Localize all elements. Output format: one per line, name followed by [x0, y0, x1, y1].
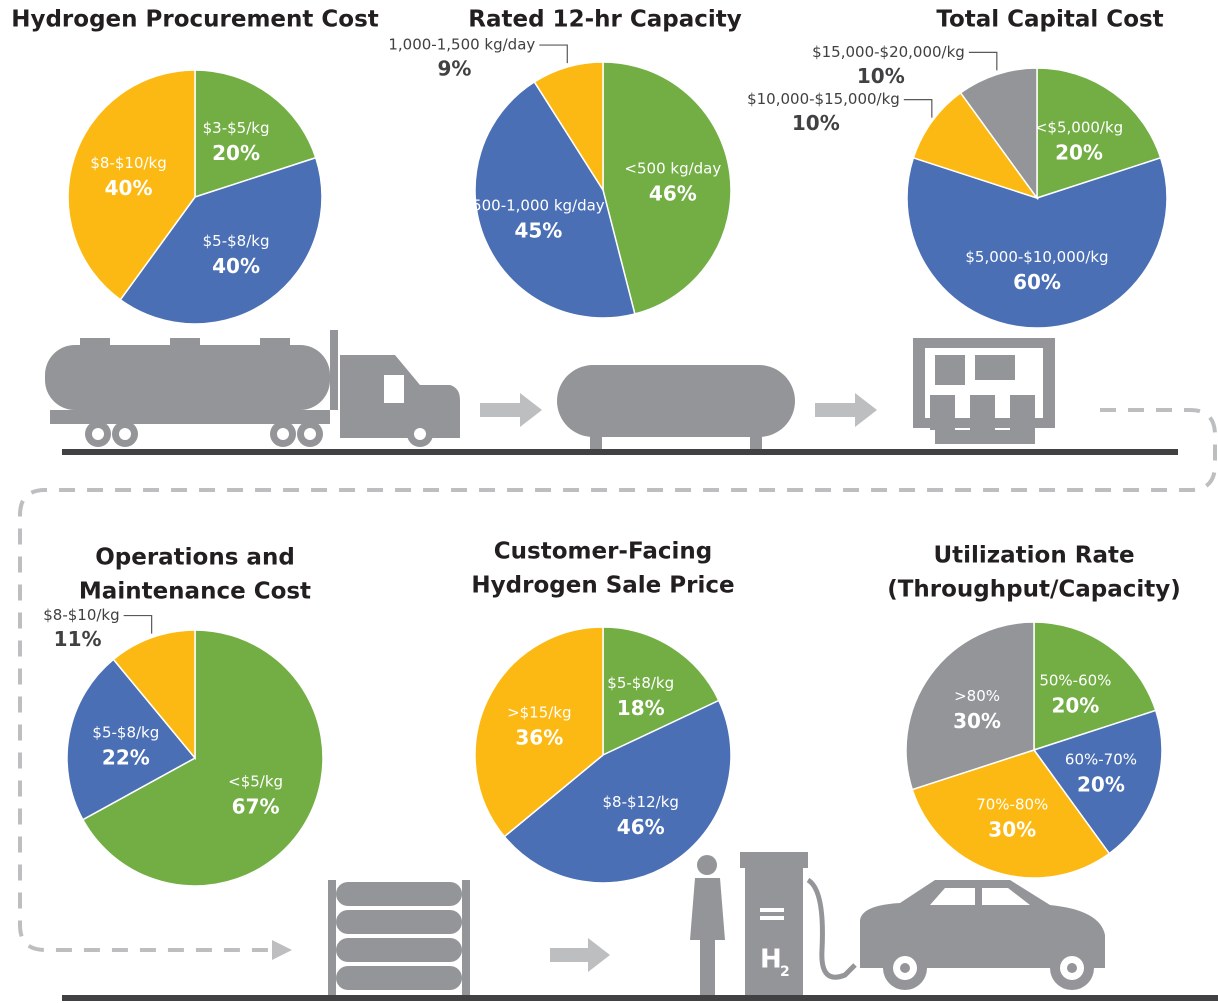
slice-label: $8-$10/kg: [43, 606, 119, 624]
chart-title: Rated 12-hr Capacity: [468, 7, 741, 33]
chart-title: Utilization Rate: [933, 543, 1134, 569]
slice-value: 60%: [1013, 270, 1061, 294]
pie-slice: [906, 156, 1168, 329]
slice-label: 50%-60%: [1039, 672, 1111, 690]
storage-tank: [557, 365, 795, 449]
slice-label: >80%: [954, 687, 1000, 705]
slice-value: 20%: [1077, 772, 1125, 796]
car: [860, 880, 1105, 990]
slice-label: 70%-80%: [976, 795, 1048, 813]
slice-label: <$5/kg: [228, 772, 283, 790]
slice-value: 11%: [54, 627, 102, 651]
compressor: [913, 338, 1055, 444]
person: [690, 855, 725, 995]
slice-value: 10%: [857, 64, 905, 88]
chart-title: Total Capital Cost: [936, 7, 1163, 33]
pie-slice: [194, 69, 317, 199]
slice-label: $3-$5/kg: [203, 119, 270, 137]
pie-slice: [474, 80, 636, 319]
slice-value: 40%: [105, 176, 153, 200]
slice-label: $5,000-$10,000/kg: [965, 248, 1108, 266]
pie-slice: [474, 626, 604, 838]
slice-label: 60%-70%: [1065, 750, 1137, 768]
slice-value: 67%: [232, 794, 280, 818]
slice-value: 10%: [792, 111, 840, 135]
arrow: [480, 393, 542, 427]
pie-slice: [911, 749, 1111, 879]
cylinder-rack: [328, 880, 470, 995]
pie-slice: [533, 61, 604, 193]
pie-slice: [905, 621, 1035, 791]
slice-value: 30%: [953, 709, 1001, 733]
pie-slice: [67, 69, 196, 301]
slice-label: $5-$8/kg: [607, 674, 674, 692]
pie-slice: [503, 699, 732, 884]
chart-title: (Throughput/Capacity): [887, 577, 1181, 603]
slice-label: $8-$12/kg: [603, 793, 679, 811]
slice-value: 46%: [617, 815, 665, 839]
slice-label: $5-$8/kg: [92, 723, 159, 741]
slice-value: 20%: [1055, 141, 1103, 165]
slice-label: $5-$8/kg: [203, 232, 270, 250]
road: [62, 449, 1178, 455]
slice-value: 36%: [515, 726, 563, 750]
chart-title: Hydrogen Sale Price: [471, 573, 734, 599]
leader-line: [123, 614, 153, 634]
slice-value: 20%: [212, 141, 260, 165]
chart-title: Customer-Facing: [494, 539, 712, 565]
leader-line: [903, 98, 933, 118]
slice-label: <$5,000/kg: [1035, 119, 1123, 137]
slice-value: 22%: [102, 745, 150, 769]
arrowhead: [272, 940, 292, 960]
pie-slice: [1032, 709, 1163, 855]
pie-slice: [959, 67, 1038, 201]
slice-value: 40%: [212, 254, 260, 278]
leader-line: [539, 44, 568, 64]
slice-value: 18%: [617, 696, 665, 720]
pie-slice: [1033, 621, 1157, 752]
slice-label: $8-$10/kg: [90, 154, 166, 172]
slice-label: <500 kg/day: [624, 160, 721, 178]
slice-label: 500-1,000 kg/day: [472, 196, 605, 214]
slice-value: 20%: [1051, 694, 1099, 718]
pie-slice: [81, 629, 324, 887]
truck: [45, 330, 460, 447]
chart-title: Maintenance Cost: [79, 579, 311, 605]
slice-label: $15,000-$20,000/kg: [812, 43, 965, 61]
slice-value: 45%: [514, 218, 562, 242]
leader-line: [968, 51, 998, 71]
slice-value: 9%: [437, 57, 471, 81]
illustrations: H 2: [18, 330, 1218, 1001]
arrow: [815, 393, 877, 427]
pie-slice: [602, 61, 732, 315]
arrow: [550, 938, 610, 972]
pump: [740, 852, 857, 995]
slice-value: 30%: [988, 817, 1036, 841]
pie-slice: [912, 91, 1039, 200]
pump-subscript: 2: [780, 964, 790, 980]
slice-label: >$15/kg: [507, 704, 571, 722]
pie-slice: [66, 658, 197, 821]
pie-slice: [1036, 67, 1162, 200]
pie-slice: [119, 156, 323, 325]
slice-value: 46%: [649, 182, 697, 206]
dashed-path: [18, 408, 1217, 952]
pie-slice: [112, 629, 196, 761]
chart-title: Hydrogen Procurement Cost: [11, 7, 379, 33]
pie-slice: [602, 626, 720, 757]
chart-title: Operations and: [95, 545, 295, 571]
pump-label: H: [760, 945, 782, 975]
road: [62, 995, 1218, 1001]
slice-label: $10,000-$15,000/kg: [747, 90, 900, 108]
slice-label: 1,000-1,500 kg/day: [388, 36, 535, 54]
